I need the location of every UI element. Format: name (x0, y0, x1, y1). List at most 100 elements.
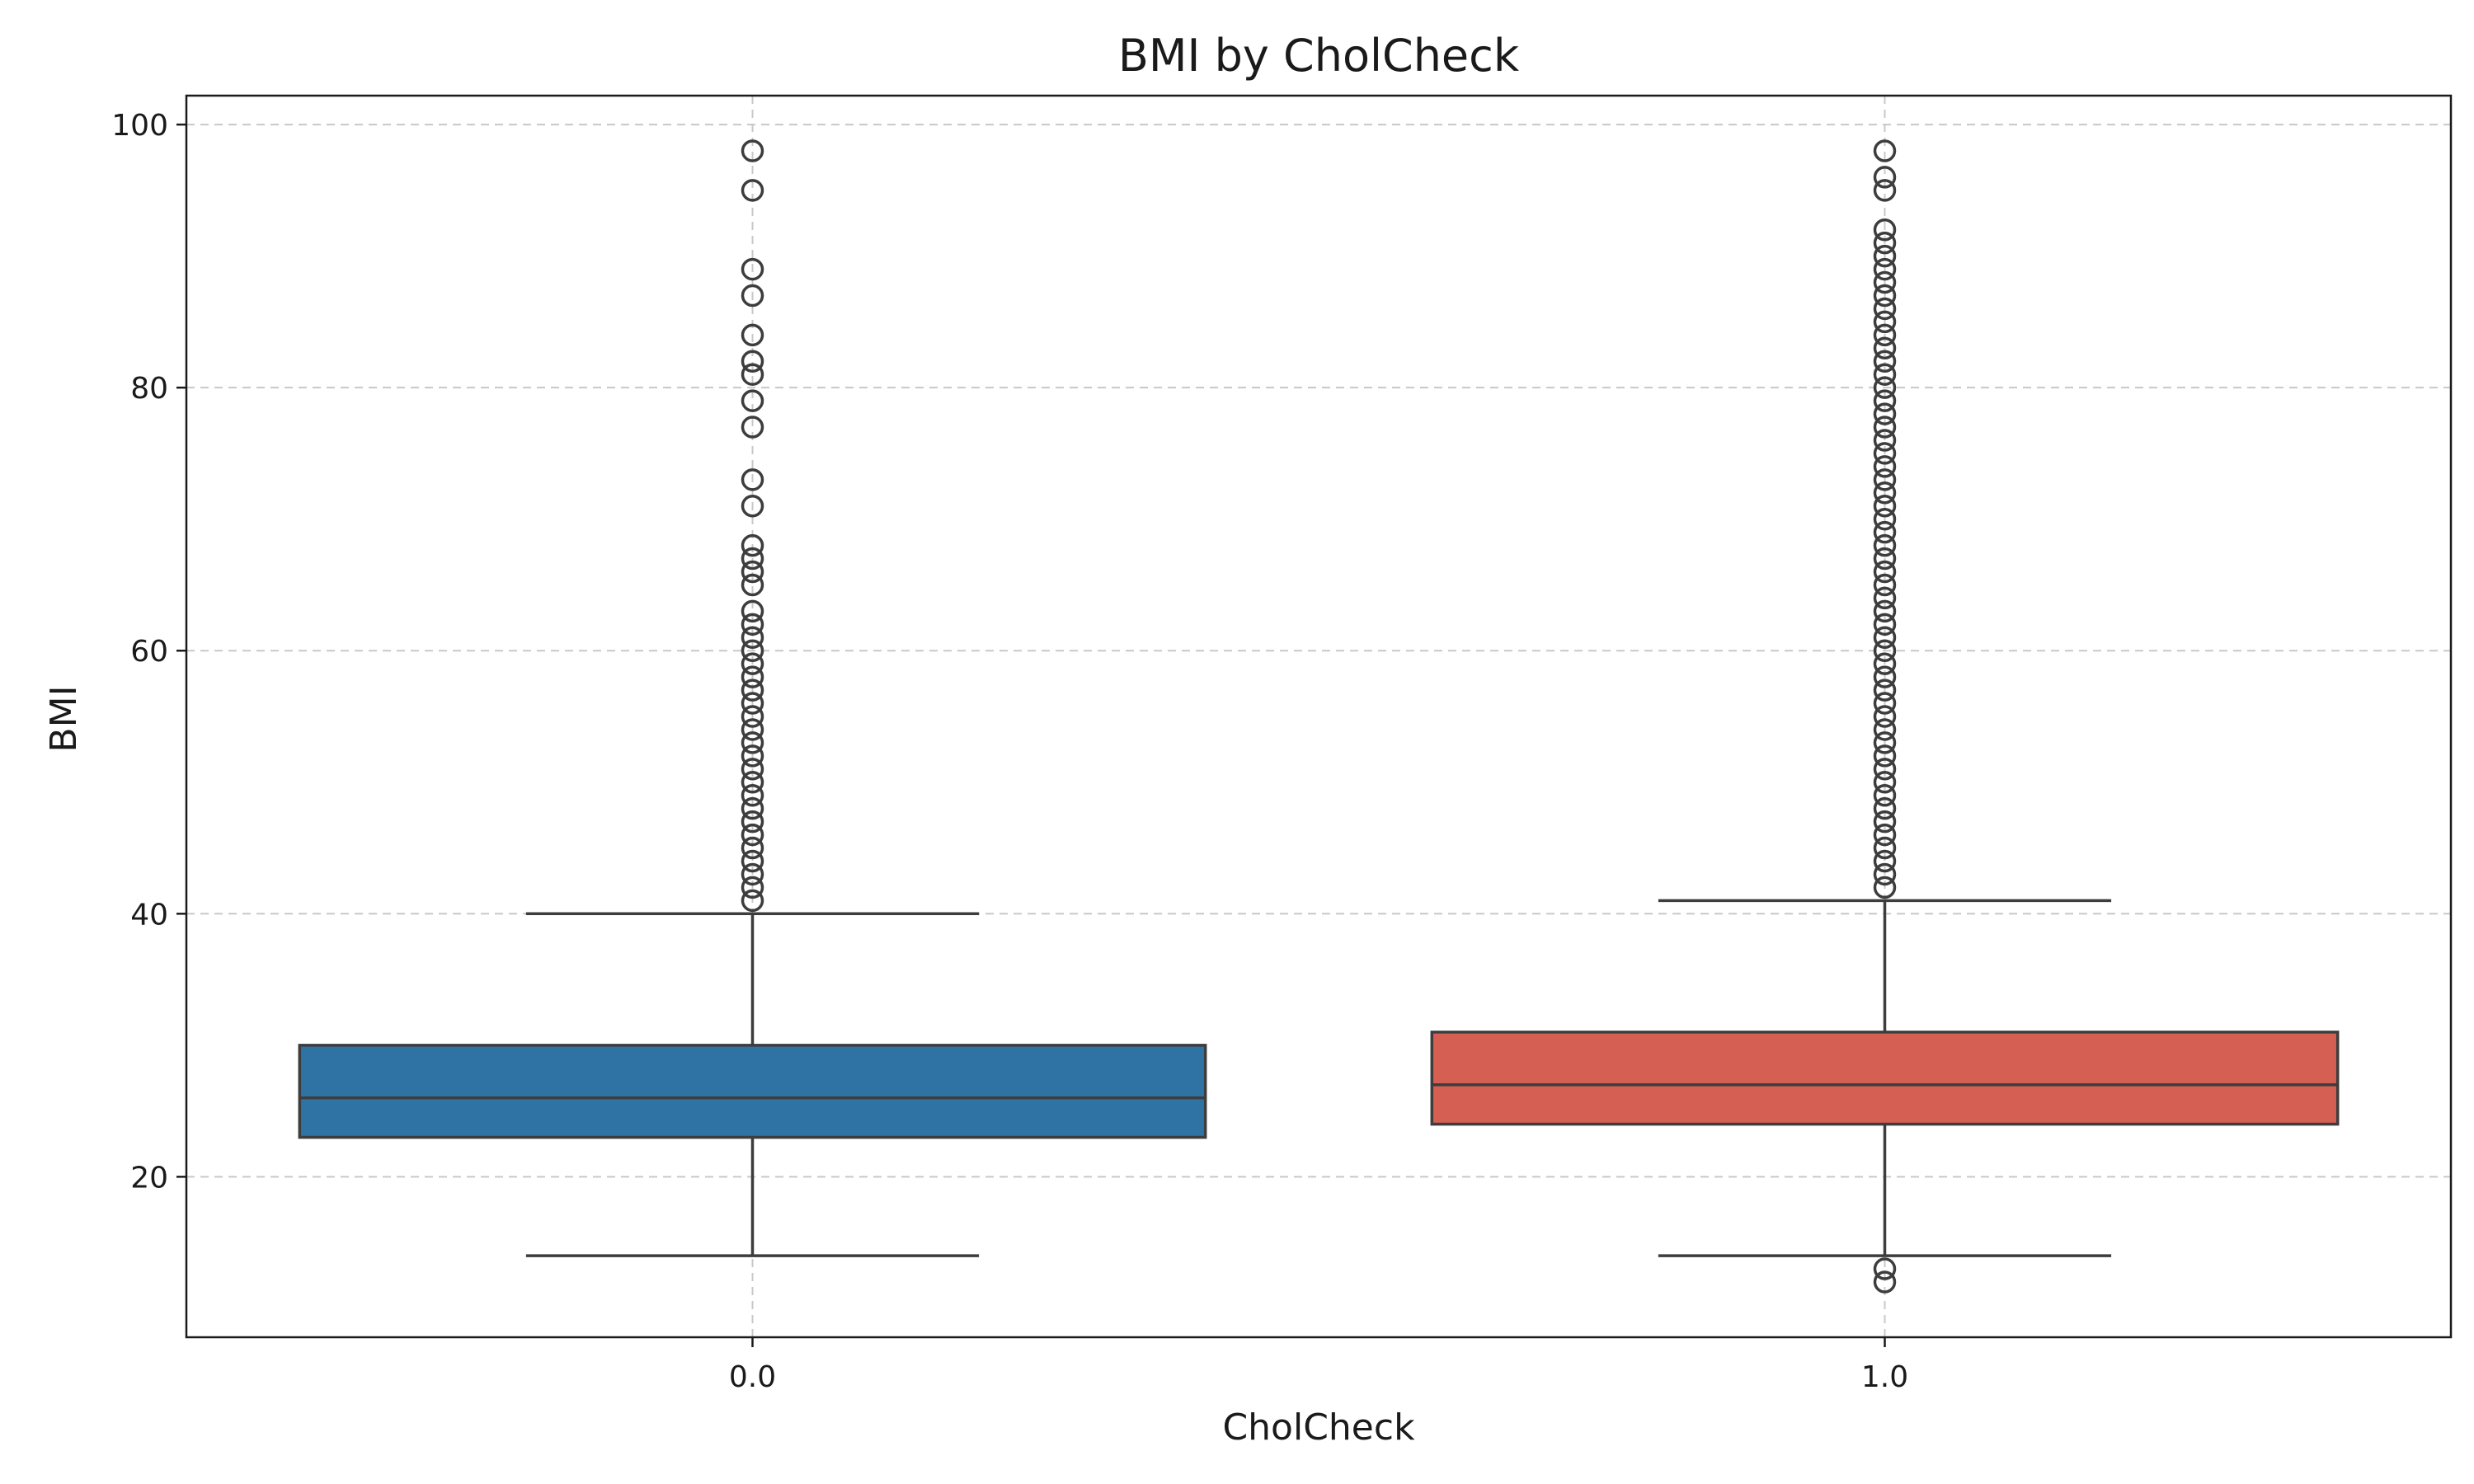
grid-layer (186, 96, 2451, 1337)
box-group-0-0 (298, 139, 1207, 1257)
outlier-point (741, 876, 764, 899)
outlier-point (1873, 270, 1897, 294)
outlier-point (1873, 507, 1897, 531)
y-tick-label: 60 (130, 635, 168, 669)
y-tick-label: 20 (130, 1161, 168, 1195)
outlier-point (1873, 718, 1897, 741)
outlier-point (741, 744, 764, 768)
outlier-point (1873, 429, 1897, 452)
outlier-point (1873, 218, 1897, 242)
box-group-1-0 (1430, 139, 2340, 1294)
outlier-point (1873, 599, 1897, 623)
outlier-point (1873, 139, 1897, 162)
outlier-point (1873, 494, 1897, 518)
outlier-point (1873, 1257, 1897, 1280)
outlier-point (1873, 297, 1897, 321)
outlier-point (741, 416, 764, 439)
outlier-point (741, 533, 764, 557)
outlier-point (741, 692, 764, 715)
outlier-point (741, 547, 764, 571)
outlier-point (1873, 310, 1897, 334)
y-tick-label: 80 (130, 372, 168, 406)
outlier-point (1873, 363, 1897, 386)
outlier-point (1873, 231, 1897, 255)
outlier-point (741, 139, 764, 162)
outlier-point (741, 783, 764, 807)
box-layer (298, 139, 2340, 1294)
outlier-point (1873, 533, 1897, 557)
outlier-point (1873, 442, 1897, 465)
chart-title: BMI by CholCheck (1118, 30, 1520, 82)
outlier-point (1873, 376, 1897, 399)
outlier-point (741, 679, 764, 702)
y-axis-label: BMI (43, 685, 85, 752)
y-tick-label: 100 (111, 109, 168, 143)
outlier-point (1873, 758, 1897, 781)
outlier-point (1873, 402, 1897, 425)
outlier-point (1873, 876, 1897, 899)
outlier-point (741, 350, 764, 373)
outlier-point (741, 323, 764, 347)
outlier-point (1873, 823, 1897, 847)
outlier-point (1873, 836, 1897, 860)
outlier-point (1873, 849, 1897, 873)
outlier-point (1873, 166, 1897, 189)
outlier-point (741, 771, 764, 794)
outlier-point (741, 179, 764, 202)
plot-frame (185, 94, 2453, 1339)
iqr-box (1430, 1031, 2340, 1126)
outlier-point (1873, 586, 1897, 610)
outlier-point (1873, 481, 1897, 505)
outlier-point (741, 823, 764, 847)
outlier-point (741, 718, 764, 741)
outlier-point (1873, 771, 1897, 794)
x-tick-label: 1.0 (1861, 1360, 1908, 1394)
outlier-point (741, 389, 764, 412)
outlier-point (741, 494, 764, 518)
outlier-point (1873, 731, 1897, 754)
outlier-point (741, 599, 764, 623)
outlier-point (741, 613, 764, 636)
outlier-point (1873, 284, 1897, 308)
outlier-point (1873, 796, 1897, 820)
outlier-point (741, 573, 764, 597)
outlier-point (1873, 179, 1897, 202)
outlier-point (1873, 244, 1897, 268)
outlier-point (1873, 783, 1897, 807)
outlier-point (741, 810, 764, 834)
outlier-point (1873, 455, 1897, 478)
outlier-point (741, 257, 764, 281)
outlier-point (741, 284, 764, 308)
outlier-point (1873, 1270, 1897, 1294)
outlier-point (1873, 350, 1897, 373)
outlier-point (741, 705, 764, 728)
outlier-point (741, 652, 764, 675)
outlier-point (1873, 692, 1897, 715)
axis-layer: 20 40 60 80 100 0.0 1.0 (111, 94, 2453, 1394)
outlier-point (741, 468, 764, 491)
y-tick-label: 40 (130, 898, 168, 932)
outlier-point (1873, 547, 1897, 571)
outlier-point (741, 862, 764, 886)
x-tick-label: 0.0 (729, 1360, 776, 1394)
outlier-point (1873, 810, 1897, 834)
outlier-point (741, 849, 764, 873)
outlier-point (1873, 257, 1897, 281)
outlier-point (741, 363, 764, 386)
outlier-point (1873, 862, 1897, 886)
outlier-point (1873, 389, 1897, 412)
outlier-point (1873, 613, 1897, 636)
outlier-point (1873, 560, 1897, 584)
outlier-point (741, 889, 764, 913)
outlier-point (1873, 336, 1897, 360)
outlier-point (1873, 416, 1897, 439)
x-axis-label: CholCheck (1222, 1407, 1415, 1449)
outlier-point (741, 626, 764, 650)
outlier-point (1873, 468, 1897, 491)
outlier-point (741, 665, 764, 688)
outlier-point (1873, 652, 1897, 675)
iqr-box (298, 1044, 1207, 1139)
outlier-point (1873, 573, 1897, 597)
